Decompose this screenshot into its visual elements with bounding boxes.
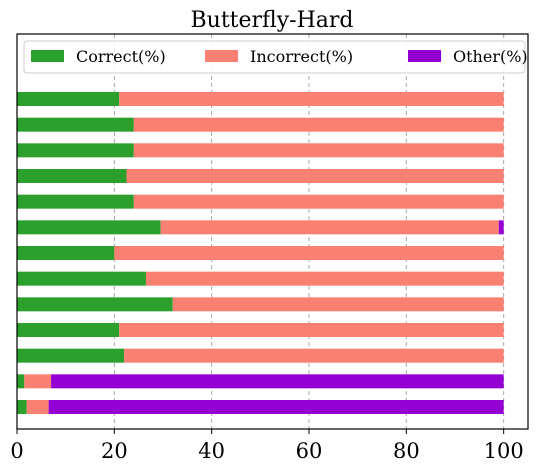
plot-area-frame bbox=[16, 33, 529, 430]
bar-correct-11 bbox=[17, 374, 25, 389]
legend-swatch-correct bbox=[31, 50, 64, 62]
legend: Correct(%) Incorrect(%) Other(%) bbox=[23, 40, 528, 74]
bar-incorrect-10 bbox=[124, 348, 504, 363]
x-tick-label: 100 bbox=[484, 439, 524, 463]
bar-correct-0 bbox=[17, 92, 120, 106]
bar-correct-1 bbox=[17, 117, 134, 132]
bar-incorrect-1 bbox=[133, 117, 504, 132]
legend-swatch-other bbox=[408, 50, 441, 62]
x-tick-label: 20 bbox=[101, 439, 128, 463]
x-tick-label: 60 bbox=[296, 439, 323, 463]
bar-incorrect-7 bbox=[145, 271, 504, 286]
legend-box bbox=[23, 40, 526, 74]
chart-title: Butterfly-Hard bbox=[191, 8, 354, 33]
legend-label-other: Other(%) bbox=[453, 47, 528, 66]
legend-label-incorrect: Incorrect(%) bbox=[250, 47, 353, 66]
legend-label-correct: Correct(%) bbox=[76, 47, 166, 66]
bar-correct-7 bbox=[17, 271, 146, 286]
x-tick-label: 0 bbox=[10, 439, 23, 463]
x-axis: 0 20 40 60 80 100 bbox=[10, 429, 524, 463]
bar-other-12 bbox=[48, 400, 504, 414]
bar-incorrect-12 bbox=[26, 400, 49, 414]
x-tick-label: 40 bbox=[198, 439, 225, 463]
bars bbox=[17, 92, 504, 414]
bar-correct-4 bbox=[17, 194, 134, 209]
bar-correct-3 bbox=[17, 169, 127, 183]
bar-incorrect-8 bbox=[172, 297, 504, 312]
bar-correct-8 bbox=[17, 297, 173, 312]
bar-other-5 bbox=[498, 220, 504, 235]
bar-correct-2 bbox=[17, 143, 134, 158]
bar-incorrect-9 bbox=[119, 323, 504, 337]
bar-correct-12 bbox=[17, 400, 27, 414]
bar-correct-6 bbox=[17, 246, 115, 260]
bar-other-11 bbox=[51, 374, 504, 389]
bar-incorrect-0 bbox=[119, 92, 504, 106]
bar-correct-10 bbox=[17, 348, 125, 363]
bar-incorrect-6 bbox=[114, 246, 504, 260]
bar-correct-5 bbox=[17, 220, 161, 235]
bar-incorrect-5 bbox=[160, 220, 499, 235]
bar-correct-9 bbox=[17, 323, 120, 337]
bar-incorrect-2 bbox=[133, 143, 504, 158]
x-tick-label: 80 bbox=[393, 439, 420, 463]
bar-incorrect-11 bbox=[24, 374, 52, 389]
bar-incorrect-4 bbox=[133, 194, 504, 209]
legend-swatch-incorrect bbox=[205, 50, 238, 62]
bar-incorrect-3 bbox=[126, 169, 504, 183]
